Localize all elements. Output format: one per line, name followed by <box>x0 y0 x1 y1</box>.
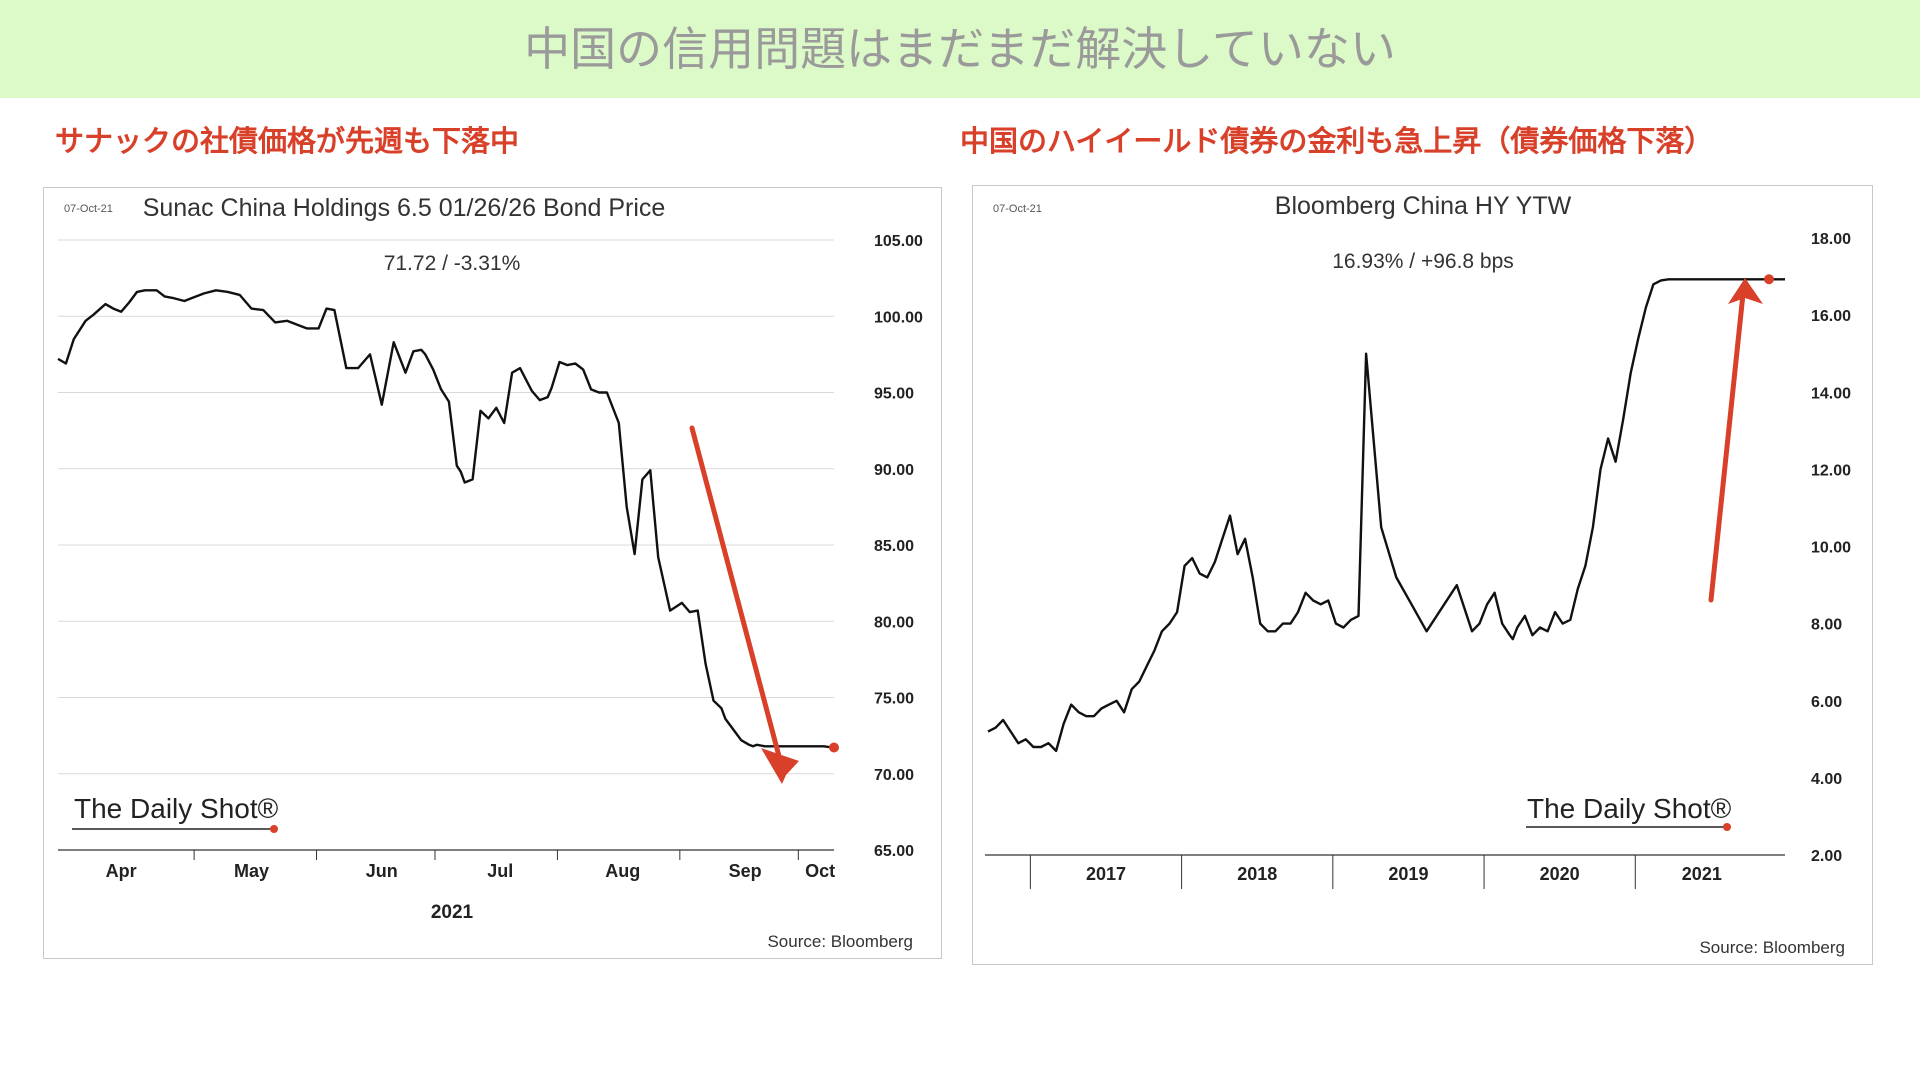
left-caption: サナックの社債価格が先週も下落中 <box>55 124 520 158</box>
y-tick-label: 75.00 <box>874 691 914 708</box>
x-axis-year-label: 2021 <box>431 902 474 923</box>
y-tick-label: 4.00 <box>1811 771 1842 788</box>
x-tick-label: Jun <box>366 861 398 881</box>
y-tick-label: 80.00 <box>874 614 914 631</box>
daily-shot-logo: The Daily Shot® <box>74 793 279 824</box>
x-tick-label: 2019 <box>1388 864 1428 884</box>
y-tick-label: 16.00 <box>1811 308 1851 325</box>
x-tick-label: Jul <box>487 861 513 881</box>
y-tick-label: 2.00 <box>1811 848 1842 865</box>
page-title: 中国の信用問題はまだまだ解決していない <box>524 22 1396 76</box>
y-tick-label: 10.00 <box>1811 540 1851 557</box>
sunac-bond-chart: 07-Oct-21 Sunac China Holdings 6.5 01/26… <box>57 194 923 951</box>
chart-subtitle: 16.93% / +96.8 bps <box>1332 250 1514 273</box>
x-tick-label: Sep <box>729 861 762 881</box>
logo-dot <box>1723 823 1731 831</box>
y-tick-label: 12.00 <box>1811 462 1851 479</box>
chart-date-label: 07-Oct-21 <box>64 203 113 215</box>
y-tick-label: 70.00 <box>874 767 914 784</box>
y-tick-label: 105.00 <box>874 233 923 250</box>
y-tick-label: 85.00 <box>874 538 914 555</box>
logo-dot <box>270 825 278 833</box>
chart-subtitle: 71.72 / -3.31% <box>384 252 521 275</box>
chart-date-label: 07-Oct-21 <box>993 203 1042 215</box>
x-tick-label: 2018 <box>1237 864 1277 884</box>
bond-price-line <box>57 289 833 749</box>
ytw-line <box>987 278 1785 753</box>
chart-title: Sunac China Holdings 6.5 01/26/26 Bond P… <box>143 194 666 222</box>
x-tick-label: Aug <box>605 861 640 881</box>
sunac-bond-chart-panel: 07-Oct-21 Sunac China Holdings 6.5 01/26… <box>43 187 942 959</box>
chart-source: Source: Bloomberg <box>1699 938 1845 957</box>
x-tick-label: Oct <box>805 861 835 881</box>
red-up-arrow <box>1708 278 1763 603</box>
y-tick-label: 95.00 <box>874 386 914 403</box>
x-tick-label: 2017 <box>1086 864 1126 884</box>
china-hy-ytw-chart: 07-Oct-21 Bloomberg China HY YTW 16.93% … <box>985 192 1851 957</box>
y-tick-label: 18.00 <box>1811 231 1851 248</box>
china-hy-ytw-chart-panel: 07-Oct-21 Bloomberg China HY YTW 16.93% … <box>972 185 1873 965</box>
red-down-arrow <box>689 425 799 784</box>
chart-title: Bloomberg China HY YTW <box>1275 192 1572 220</box>
last-value-marker <box>829 742 839 753</box>
y-tick-label: 90.00 <box>874 462 914 479</box>
y-tick-label: 14.00 <box>1811 385 1851 402</box>
title-banner <box>0 0 1920 98</box>
x-tick-label: May <box>234 861 269 881</box>
y-tick-label: 100.00 <box>874 309 923 326</box>
x-tick-label: 2020 <box>1540 864 1580 884</box>
last-value-marker <box>1764 274 1774 285</box>
right-caption: 中国のハイイールド債券の金利も急上昇（債券価格下落） <box>960 124 1714 158</box>
y-tick-label: 65.00 <box>874 843 914 860</box>
daily-shot-logo: The Daily Shot® <box>1527 793 1732 824</box>
chart-source: Source: Bloomberg <box>767 932 913 951</box>
y-tick-label: 8.00 <box>1811 617 1842 634</box>
x-tick-label: 2021 <box>1682 864 1722 884</box>
x-tick-label: Apr <box>106 861 137 881</box>
y-tick-label: 6.00 <box>1811 694 1842 711</box>
